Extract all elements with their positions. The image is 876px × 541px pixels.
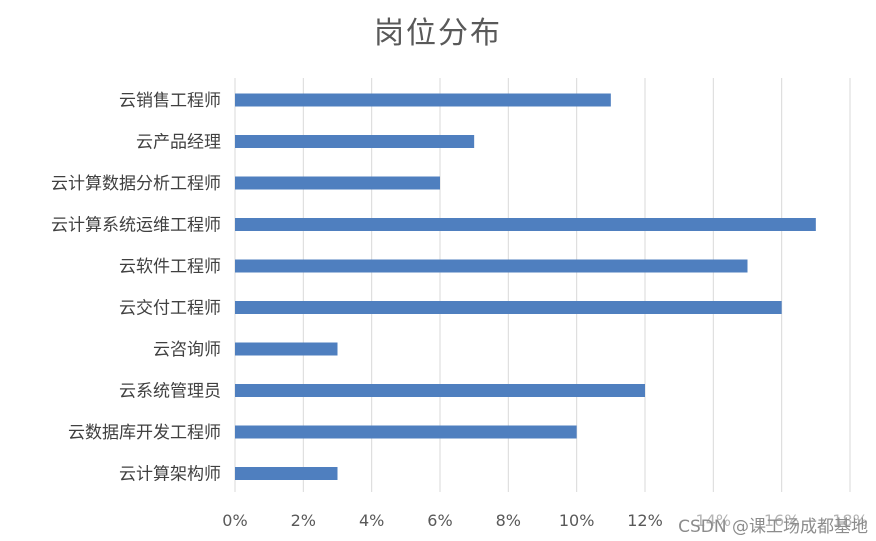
category-label: 云销售工程师	[119, 91, 221, 111]
chart-title: 岗位分布	[374, 16, 502, 51]
bar	[235, 218, 816, 231]
bar	[235, 384, 645, 397]
x-tick-label: 8%	[496, 511, 521, 530]
x-tick-label: 2%	[291, 511, 316, 530]
category-label: 云计算架构师	[119, 465, 221, 485]
x-tick-label: 12%	[627, 511, 663, 530]
bar	[235, 259, 748, 273]
category-label: 云数据库开发工程师	[68, 423, 221, 443]
bar	[235, 301, 782, 314]
category-label: 云计算数据分析工程师	[51, 174, 221, 194]
x-tick-label: 6%	[427, 511, 452, 530]
category-label: 云计算系统运维工程师	[51, 216, 221, 236]
category-label: 云交付工程师	[119, 299, 221, 319]
bar	[235, 467, 338, 480]
x-tick-label: 4%	[359, 511, 384, 530]
bar	[235, 425, 577, 439]
category-label: 云咨询师	[153, 340, 221, 360]
category-label: 云产品经理	[136, 133, 221, 153]
bar	[235, 135, 475, 148]
bar	[235, 93, 611, 107]
category-label: 云软件工程师	[119, 257, 221, 277]
x-tick-label: 10%	[559, 511, 595, 530]
bar	[235, 342, 338, 356]
category-labels: 云销售工程师云产品经理云计算数据分析工程师云计算系统运维工程师云软件工程师云交付…	[51, 91, 221, 485]
category-label: 云系统管理员	[119, 382, 221, 402]
bar	[235, 176, 440, 190]
watermark: CSDN @课工场成都基地	[676, 512, 870, 537]
x-tick-label: 0%	[222, 511, 247, 530]
bar-layer	[235, 93, 816, 480]
